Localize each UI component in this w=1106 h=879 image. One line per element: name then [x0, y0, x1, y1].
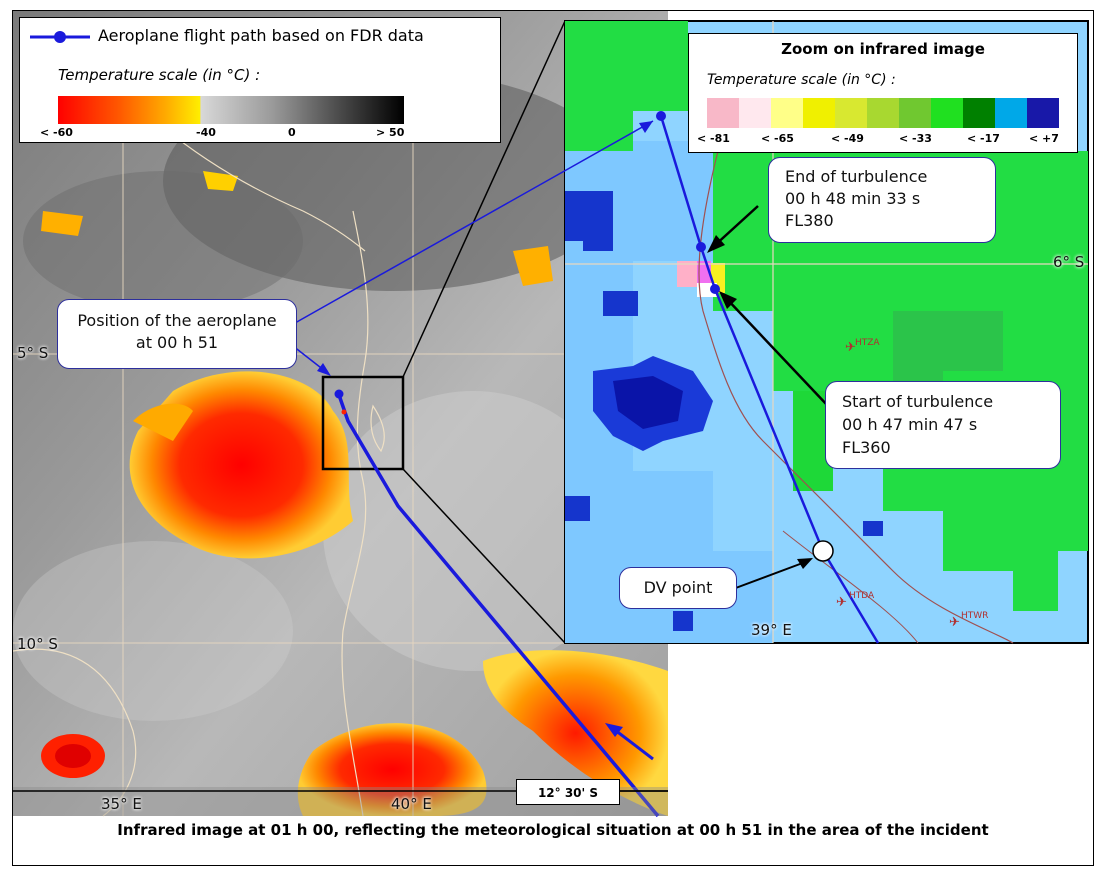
start-turbulence-level: FL360	[842, 438, 891, 457]
zoom-coastline	[698, 150, 1014, 644]
start-turbulence-pointer	[724, 296, 829, 407]
light-cloud-area	[13, 541, 293, 721]
zoom-title: Zoom on infrared image	[781, 40, 985, 58]
flight-path-legend-label: Aeroplane flight path based on FDR data	[98, 26, 424, 45]
position-pointer-head	[317, 363, 331, 376]
airport-icon-htda: ✈	[836, 595, 847, 610]
flight-path-main	[337, 394, 660, 818]
zoom-color-swatch	[739, 98, 771, 128]
lon-35e-label: 35° E	[101, 795, 142, 813]
temperature-scale-title: Temperature scale (in °C) :	[58, 66, 261, 84]
start-turbulence-marker	[710, 284, 720, 294]
zoom-lat-label: 6° S	[1053, 253, 1085, 271]
zoom-color-swatch	[707, 98, 739, 128]
end-turbulence-title: End of turbulence	[785, 167, 928, 186]
storm-cell-southwest	[55, 744, 91, 768]
zoom-area-blue	[673, 611, 693, 631]
zoom-color-swatch	[1027, 98, 1059, 128]
figure-caption: Infrared image at 01 h 00, reflecting th…	[117, 821, 989, 839]
flight-path-marker	[334, 389, 344, 399]
zoom-scale-title: Temperature scale (in °C) :	[707, 72, 896, 88]
zoom-scale-label: < -65	[761, 132, 794, 145]
position-line2: at 00 h 51	[135, 333, 219, 352]
zoom-area-blue	[863, 521, 883, 536]
zoom-connector-top	[402, 20, 566, 378]
dv-pointer	[732, 560, 809, 590]
dv-point-marker	[812, 540, 834, 562]
storm-cell-northwest	[41, 211, 83, 236]
zoom-color-swatch	[835, 98, 867, 128]
zoom-scale-label: < -33	[899, 132, 932, 145]
start-turbulence-time: 00 h 47 min 47 s	[842, 415, 978, 434]
airport-icon-htwr: ✈	[949, 615, 960, 630]
end-turbulence-time: 00 h 48 min 33 s	[785, 189, 921, 208]
zoom-area-blue-core	[613, 376, 683, 429]
zoom-color-swatch	[963, 98, 995, 128]
start-turbulence-pointer-head	[719, 291, 737, 309]
zoom-lon-label: 39° E	[751, 621, 792, 639]
tick-label: > 50	[376, 126, 405, 139]
lon-40e-label: 40° E	[391, 795, 432, 813]
zoom-area-blue	[565, 496, 590, 521]
direction-arrow-head	[605, 723, 623, 737]
airport-label-htwr: HTWR	[961, 611, 989, 621]
zoom-color-swatch	[771, 98, 803, 128]
dv-point-label: DV point	[643, 578, 713, 597]
zoom-scale-label: < -81	[697, 132, 730, 145]
end-turbulence-level: FL380	[785, 211, 834, 230]
zoom-path-start	[656, 111, 666, 121]
airport-icon-htza: ✈	[845, 340, 856, 355]
zoom-scale-label: < -17	[967, 132, 1000, 145]
lat-5s-label: 5° S	[17, 344, 49, 362]
zoom-color-swatch	[867, 98, 899, 128]
zoom-area-blue	[565, 191, 613, 251]
position-connector	[294, 120, 654, 324]
dark-cloud-area	[23, 171, 303, 311]
end-turbulence-marker	[696, 242, 706, 252]
position-line1: Position of the aeroplane	[77, 311, 277, 330]
zoom-scale-label: < +7	[1029, 132, 1059, 145]
zoom-color-swatch	[803, 98, 835, 128]
temperature-gradient-bar	[58, 96, 404, 124]
storm-cell-edge	[133, 403, 193, 441]
storm-cell-north	[513, 246, 553, 286]
airport-label-htza: HTZA	[855, 338, 880, 348]
zoom-color-swatch	[931, 98, 963, 128]
tick-label: 0	[288, 126, 296, 139]
airport-label-htda: HTDA	[849, 591, 875, 601]
zoom-area-lightblue	[565, 141, 773, 643]
zoom-legend: Zoom on infrared image Temperature scale…	[688, 33, 1078, 153]
light-cloud-area	[323, 391, 623, 671]
zoom-color-swatch	[995, 98, 1027, 128]
main-legend: Aeroplane flight path based on FDR data …	[19, 17, 501, 143]
lat-lon-grid	[13, 131, 668, 816]
lat-10s-label: 10° S	[17, 635, 58, 653]
zoom-color-swatch	[899, 98, 931, 128]
zoom-connector-bottom	[402, 468, 566, 644]
zoom-area-green	[565, 21, 688, 151]
position-connector-head	[639, 121, 653, 133]
position-annotation-box: Position of the aeroplane at 00 h 51	[57, 299, 297, 369]
lat-12-30s-label: 12° 30' S	[516, 779, 620, 805]
dv-point-box: DV point	[619, 567, 737, 609]
position-pointer	[292, 345, 326, 372]
zoom-scale-label: < -49	[831, 132, 864, 145]
start-turbulence-box: Start of turbulence 00 h 47 min 47 s FL3…	[825, 381, 1061, 469]
zoom-frame	[321, 375, 405, 471]
storm-cell-north	[203, 171, 238, 191]
zoom-coastline	[782, 530, 919, 644]
zoom-area-blue	[603, 291, 638, 316]
figure: ✈ ✈ ✈ Aeroplane flight path based on FDR…	[12, 10, 1094, 866]
end-turbulence-pointer-head	[707, 235, 725, 253]
end-turbulence-box: End of turbulence 00 h 48 min 33 s FL380	[768, 157, 996, 243]
tick-label: -40	[196, 126, 216, 139]
storm-cell-south	[297, 723, 487, 816]
tick-label: < -60	[40, 126, 73, 139]
zoom-cold-spot	[677, 261, 697, 287]
dv-pointer-head	[797, 558, 813, 569]
flight-path-legend-icon	[30, 31, 90, 43]
start-turbulence-title: Start of turbulence	[842, 392, 994, 411]
turbulence-marker	[341, 409, 347, 415]
